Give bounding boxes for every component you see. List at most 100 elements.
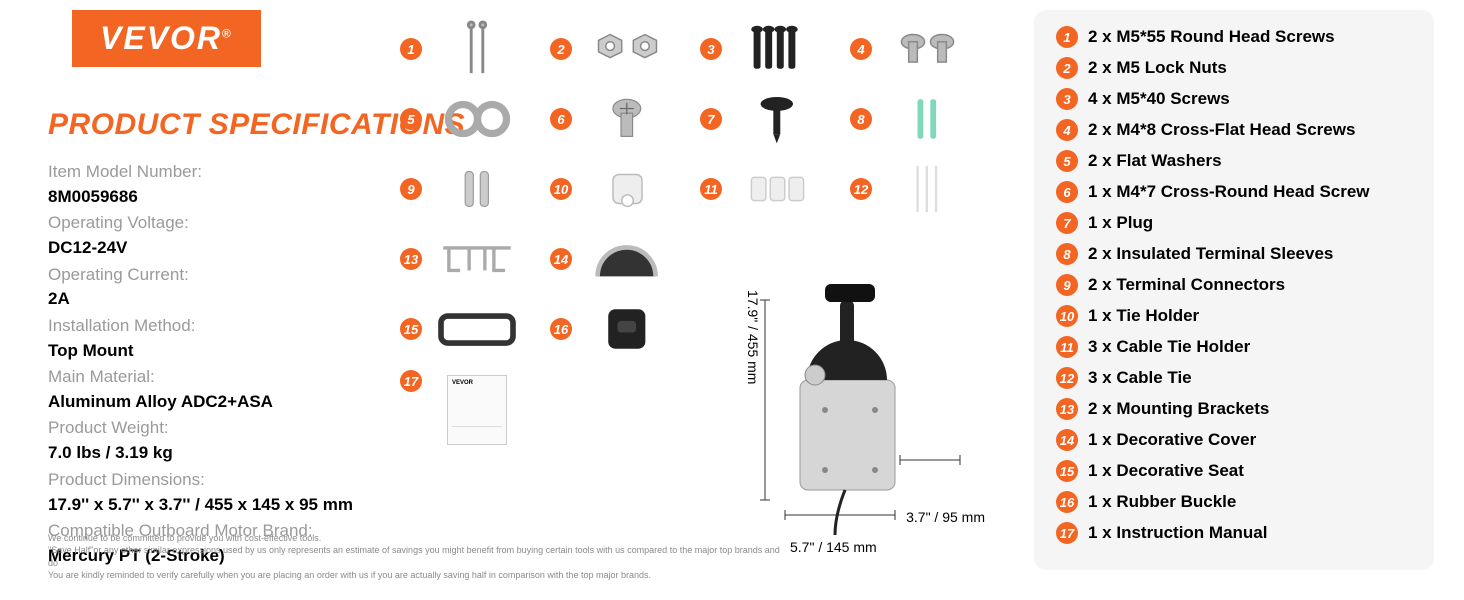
list-text: 2 x Mounting Brackets <box>1088 399 1269 419</box>
part-badge: 6 <box>550 108 572 130</box>
list-item: 15 1 x Decorative Seat <box>1056 460 1412 482</box>
part-cell: 14 <box>550 230 700 288</box>
mounting-brackets-icon <box>432 230 522 288</box>
list-item: 1 2 x M5*55 Round Head Screws <box>1056 26 1412 48</box>
part-cell: 13 <box>400 230 550 288</box>
parts-row: 9 10 11 12 <box>400 160 1000 218</box>
part-cell: 1 <box>400 20 550 78</box>
list-text: 2 x Flat Washers <box>1088 151 1222 171</box>
list-badge: 2 <box>1056 57 1078 79</box>
screws-black-icon <box>732 20 822 78</box>
list-badge: 3 <box>1056 88 1078 110</box>
part-badge: 16 <box>550 318 572 340</box>
part-cell: 5 <box>400 90 550 148</box>
part-badge: 5 <box>400 108 422 130</box>
list-item: 9 2 x Terminal Connectors <box>1056 274 1412 296</box>
part-badge: 7 <box>700 108 722 130</box>
part-cell: 9 <box>400 160 550 218</box>
brand-text: VEVOR <box>100 20 222 56</box>
list-badge: 6 <box>1056 181 1078 203</box>
list-item: 42 x M4*8 Cross-Flat Head Screws <box>1056 119 1412 141</box>
part-cell: 6 <box>550 90 700 148</box>
list-text: 1 x Decorative Seat <box>1088 461 1244 481</box>
decorative-cover-icon <box>582 230 672 288</box>
list-item: 2 2 x M5 Lock Nuts <box>1056 57 1412 79</box>
decorative-seat-icon <box>432 300 522 358</box>
instruction-manual-icon: VEVOR <box>432 370 522 450</box>
list-text: 1 x M4*7 Cross-Round Head Screw <box>1088 182 1370 202</box>
disclaimer-line: We continue to be committed to provide y… <box>48 532 788 545</box>
dimension-height: 17.9" / 455 mm <box>745 290 761 384</box>
list-badge: 9 <box>1056 274 1078 296</box>
list-badge: 14 <box>1056 429 1078 451</box>
dimension-depth: 3.7" / 95 mm <box>906 509 985 525</box>
list-item: 141 x Decorative Cover <box>1056 429 1412 451</box>
lock-nuts-icon <box>582 20 672 78</box>
manual-brand: VEVOR <box>452 380 502 386</box>
spec-label: Installation Method: <box>48 314 388 338</box>
part-badge: 9 <box>400 178 422 200</box>
list-text: 2 x M4*8 Cross-Flat Head Screws <box>1088 120 1355 140</box>
disclaimer: We continue to be committed to provide y… <box>48 532 788 582</box>
part-badge: 13 <box>400 248 422 270</box>
part-badge: 11 <box>700 178 722 200</box>
part-badge: 1 <box>400 38 422 60</box>
dimension-width: 5.7" / 145 mm <box>790 539 877 555</box>
list-item: 16 1 x Rubber Buckle <box>1056 491 1412 513</box>
spec-label: Operating Current: <box>48 263 388 287</box>
list-text: 2 x M5*55 Round Head Screws <box>1088 27 1335 47</box>
spec-label: Operating Voltage: <box>48 211 388 235</box>
list-badge: 16 <box>1056 491 1078 513</box>
list-text: 2 x M5 Lock Nuts <box>1088 58 1227 78</box>
disclaimer-line: "Save Half"or any other similar expressi… <box>48 544 788 569</box>
list-text: 1 x Rubber Buckle <box>1088 492 1236 512</box>
list-badge: 7 <box>1056 212 1078 234</box>
part-badge: 17 <box>400 370 422 392</box>
specs-block: Item Model Number: 8M0059686 Operating V… <box>48 160 388 570</box>
part-badge: 3 <box>700 38 722 60</box>
plug-icon <box>732 90 822 148</box>
list-item: 171 x Instruction Manual <box>1056 522 1412 544</box>
spec-value: Aluminum Alloy ADC2+ASA <box>48 389 388 415</box>
part-cell: 8 <box>850 90 1000 148</box>
spec-value: Top Mount <box>48 338 388 364</box>
list-item: 123 x Cable Tie <box>1056 367 1412 389</box>
cross-flat-screws-icon <box>882 20 972 78</box>
spec-label: Item Model Number: <box>48 160 388 184</box>
parts-row: 5 6 7 8 <box>400 90 1000 148</box>
list-text: 2 x Terminal Connectors <box>1088 275 1285 295</box>
part-cell: 4 <box>850 20 1000 78</box>
part-badge: 2 <box>550 38 572 60</box>
part-cell: 3 <box>700 20 850 78</box>
list-item: 3 4 x M5*40 Screws <box>1056 88 1412 110</box>
main-product-diagram: 17.9" / 455 mm 3.7" / 95 mm 5.7" / 145 m… <box>745 280 995 560</box>
part-cell: 16 <box>550 300 700 358</box>
list-badge: 11 <box>1056 336 1078 358</box>
cross-round-screw-icon <box>582 90 672 148</box>
screws-long-icon <box>432 20 522 78</box>
list-text: 1 x Plug <box>1088 213 1153 233</box>
spec-label: Main Material: <box>48 365 388 389</box>
list-badge: 15 <box>1056 460 1078 482</box>
parts-list-panel: 1 2 x M5*55 Round Head Screws 2 2 x M5 Lo… <box>1034 10 1434 570</box>
list-item: 82 x Insulated Terminal Sleeves <box>1056 243 1412 265</box>
part-cell: 15 <box>400 300 550 358</box>
list-item: 13 2 x Mounting Brackets <box>1056 398 1412 420</box>
list-text: 4 x M5*40 Screws <box>1088 89 1230 109</box>
list-item: 6 1 x M4*7 Cross-Round Head Screw <box>1056 181 1412 203</box>
list-badge: 13 <box>1056 398 1078 420</box>
tie-holder-icon <box>582 160 672 218</box>
terminal-sleeves-icon <box>882 90 972 148</box>
cable-tie-holder-icon <box>732 160 822 218</box>
spec-value: 17.9'' x 5.7'' x 3.7'' / 455 x 145 x 95 … <box>48 492 388 518</box>
flat-washers-icon <box>432 90 522 148</box>
brand-logo: VEVOR® <box>72 10 261 67</box>
list-badge: 17 <box>1056 522 1078 544</box>
list-item: 7 1 x Plug <box>1056 212 1412 234</box>
list-badge: 10 <box>1056 305 1078 327</box>
parts-row: 1 2 3 4 <box>400 20 1000 78</box>
terminal-connectors-icon <box>432 160 522 218</box>
list-badge: 1 <box>1056 26 1078 48</box>
part-badge: 14 <box>550 248 572 270</box>
part-badge: 8 <box>850 108 872 130</box>
